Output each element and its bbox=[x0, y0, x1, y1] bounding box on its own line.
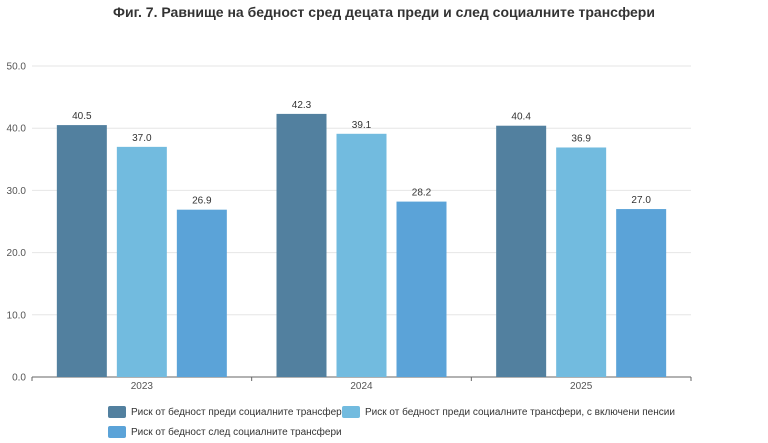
legend-swatch-1 bbox=[342, 406, 360, 418]
legend-swatch-2 bbox=[108, 426, 126, 438]
bars bbox=[56, 113, 667, 378]
data-label: 27.0 bbox=[631, 195, 651, 206]
bar[interactable] bbox=[396, 201, 447, 377]
bar[interactable] bbox=[176, 209, 227, 377]
bar[interactable] bbox=[276, 113, 327, 378]
bar[interactable] bbox=[616, 209, 667, 377]
bar[interactable] bbox=[116, 146, 167, 377]
legend-label-2: Риск от бедност след социалните трансфер… bbox=[131, 426, 342, 438]
y-tick-label: 30.0 bbox=[7, 186, 27, 197]
legend-item-1[interactable]: Риск от бедност преди социалните трансфе… bbox=[342, 406, 675, 418]
data-label: 40.4 bbox=[511, 112, 531, 123]
y-tick-label: 10.0 bbox=[7, 310, 27, 321]
bar[interactable] bbox=[496, 125, 547, 377]
y-tick-label: 40.0 bbox=[7, 124, 27, 135]
data-label: 36.9 bbox=[571, 133, 591, 144]
legend-swatch-0 bbox=[108, 406, 126, 418]
legend-item-0[interactable]: Риск от бедност преди социалните трансфе… bbox=[108, 406, 347, 418]
x-tick-label: 2024 bbox=[350, 381, 373, 392]
bar[interactable] bbox=[56, 125, 107, 377]
chart-title: Фиг. 7. Равнище на бедност сред децата п… bbox=[113, 4, 655, 20]
data-label: 39.1 bbox=[352, 120, 372, 131]
legend-item-2[interactable]: Риск от бедност след социалните трансфер… bbox=[108, 426, 342, 438]
bar[interactable] bbox=[336, 133, 387, 377]
data-label: 40.5 bbox=[72, 111, 92, 122]
y-tick-label: 20.0 bbox=[7, 248, 27, 259]
y-tick-label: 0.0 bbox=[12, 373, 26, 384]
data-label: 28.2 bbox=[412, 188, 432, 199]
data-label: 42.3 bbox=[292, 100, 312, 111]
data-label: 37.0 bbox=[132, 133, 152, 144]
x-tick-label: 2023 bbox=[131, 381, 154, 392]
legend-label-1: Риск от бедност преди социалните трансфе… bbox=[365, 406, 675, 418]
data-label: 26.9 bbox=[192, 196, 212, 207]
legend-label-0: Риск от бедност преди социалните трансфе… bbox=[131, 406, 348, 418]
y-tick-label: 50.0 bbox=[7, 62, 27, 73]
data-labels: 40.5 37.0 26.9 42.3 39.1 28.2 40.4 36.9 27.0 bbox=[72, 100, 651, 207]
bar[interactable] bbox=[556, 147, 607, 377]
x-tick-label: 2025 bbox=[570, 381, 593, 392]
